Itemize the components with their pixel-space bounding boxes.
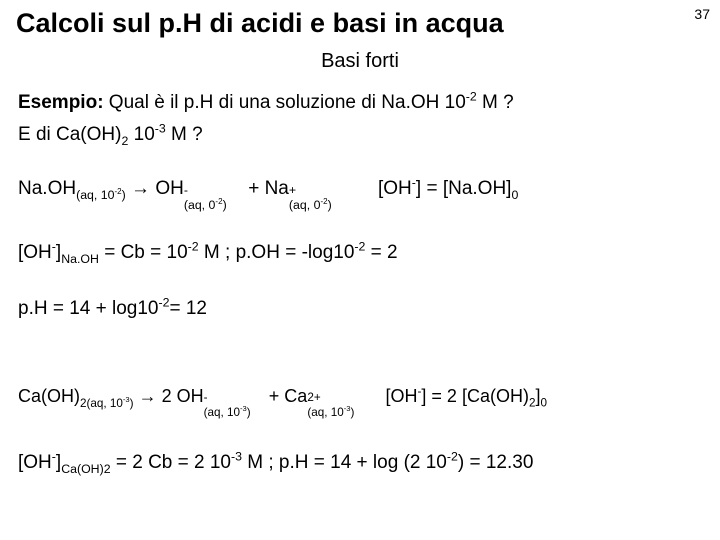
eq1-br-a: [OH	[378, 178, 412, 199]
eq3-a: p.H = 14 + log10	[18, 298, 159, 319]
eq5-e: ) = 12.30	[458, 452, 534, 473]
eq5-exp: -3	[231, 450, 242, 464]
eq5-a: [OH	[18, 452, 52, 473]
q1-text-b: M ?	[477, 92, 514, 113]
naoh-dissociation: Na.OH(aq, 10-2) → OH-(aq, 0-2) + Na+(aq,…	[18, 178, 702, 200]
example-label: Esempio:	[18, 92, 104, 113]
eq1-plus: + Na	[243, 178, 289, 199]
q2-c: M ?	[166, 124, 203, 145]
example-question-2: E di Ca(OH)2 10-3 M ?	[18, 124, 702, 146]
caoh2-ph: [OH-]Ca(OH)2 = 2 Cb = 2 10-3 M ; p.H = 1…	[18, 452, 702, 474]
eq2-exp: -2	[188, 240, 199, 254]
q2-b: 10	[128, 124, 154, 145]
eq2-c: = Cb = 10	[99, 242, 188, 263]
caoh2-dissociation: Ca(OH)2(aq, 10-3) → 2 OH-(aq, 10-3) + Ca…	[18, 386, 702, 407]
slide: 37 Calcoli sul p.H di acidi e basi in ac…	[0, 0, 720, 540]
eq5-sub: Ca(OH)2	[61, 462, 110, 476]
eq4-rb-b: ] = 2 [Ca(OH)	[421, 386, 529, 406]
eq1-arrow: → OH	[126, 178, 184, 199]
page-number: 37	[694, 6, 710, 22]
eq4-plus: + Ca	[264, 386, 308, 406]
eq2-a: [OH	[18, 242, 52, 263]
q1-text-a: Qual è il p.H di una soluzione di Na.OH …	[104, 92, 466, 113]
eq4-rb-a: [OH	[386, 386, 418, 406]
eq2-d: M ; p.OH = -log10	[199, 242, 355, 263]
eq4-sub: 2(aq, 10-3)	[80, 397, 134, 410]
naoh-ph: p.H = 14 + log10-2= 12	[18, 298, 702, 320]
eq1-a: Na.OH	[18, 178, 76, 199]
eq1-br-sub0: 0	[511, 188, 518, 202]
naoh-poh: [OH-]Na.OH = Cb = 10-2 M ; p.OH = -log10…	[18, 242, 702, 264]
eq2-e: = 2	[365, 242, 397, 263]
eq5-exp2: -2	[447, 450, 458, 464]
q2-a: E di Ca(OH)	[18, 124, 121, 145]
eq1-br-b: ] = [Na.OH]	[416, 178, 512, 199]
eq3-exp: -2	[159, 296, 170, 310]
slide-subtitle: Basi forti	[0, 50, 720, 73]
eq5-d: M ; p.H = 14 + log (2 10	[242, 452, 447, 473]
example-question-1: Esempio: Qual è il p.H di una soluzione …	[18, 92, 702, 114]
eq4-rb-sub0: 0	[540, 397, 547, 410]
eq4-a: Ca(OH)	[18, 386, 80, 406]
q2-exp: -3	[155, 122, 166, 136]
eq2-exp2: -2	[354, 240, 365, 254]
eq4-arrow: → 2 OH	[134, 386, 204, 406]
eq5-c: = 2 Cb = 2 10	[111, 452, 231, 473]
slide-title: Calcoli sul p.H di acidi e basi in acqua	[16, 8, 504, 39]
eq1-sub1: (aq, 10-2)	[76, 188, 126, 202]
eq2-sub: Na.OH	[61, 252, 99, 266]
q1-exp: -2	[466, 90, 477, 104]
eq3-b: = 12	[169, 298, 207, 319]
